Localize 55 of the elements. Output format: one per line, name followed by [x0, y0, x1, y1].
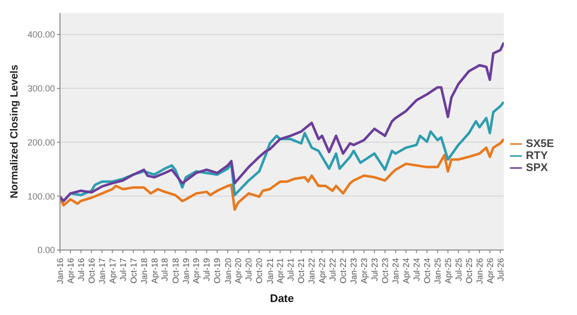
x-tick-label: Apr-18: [149, 258, 160, 284]
x-tick-label: Oct-20: [254, 258, 264, 284]
x-tick-label: Apr-19: [191, 258, 202, 284]
x-tick-label: Jul-22: [328, 258, 338, 282]
x-tick-label: Apr-26: [484, 258, 495, 284]
x-tick-label: Jan-22: [306, 258, 317, 284]
x-tick-label: Jul-18: [160, 258, 170, 282]
x-tick-label: Oct-19: [212, 258, 222, 284]
x-tick-label: Oct-23: [380, 258, 390, 284]
x-tick-label: Jan-21: [264, 258, 275, 284]
x-tick-label: Apr-21: [275, 258, 286, 284]
legend-label: SPX: [526, 162, 548, 174]
x-tick-label: Jul-24: [411, 258, 422, 282]
line-series: [60, 138, 504, 211]
legend-label: RTY: [526, 150, 548, 162]
x-tick-label: Jul-26: [495, 258, 506, 282]
y-tick-label: 100.00: [27, 191, 55, 202]
x-tick-label: Apr-20: [233, 258, 244, 284]
x-tick-label: Jul-16: [76, 258, 86, 282]
y-tick-label: 0.00: [37, 245, 55, 256]
y-tick-label: 400.00: [27, 30, 55, 40]
y-tick-label: 300.00: [27, 84, 55, 94]
line-series: [60, 41, 504, 202]
x-tick-label: Jan-19: [180, 258, 191, 284]
x-axis-title: Date: [270, 293, 294, 305]
x-tick-label: Jul-20: [244, 258, 254, 282]
x-tick-label: Apr-17: [107, 258, 118, 284]
x-tick-label: Jan-23: [348, 258, 359, 284]
x-tick-label: Jan-17: [97, 258, 108, 284]
y-axis-title: Normalized Closing Levels: [8, 64, 21, 198]
x-tick-label: Jan-26: [474, 258, 485, 284]
x-tick-label: Apr-24: [401, 258, 412, 284]
x-tick-label: Oct-18: [170, 258, 180, 284]
x-tick-label: Jul-19: [202, 258, 212, 282]
x-tick-label: Apr-16: [65, 258, 76, 284]
x-tick-label: Oct-24: [422, 258, 432, 284]
x-tick-label: Jul-17: [118, 258, 128, 282]
x-tick-label: Oct-25: [464, 258, 474, 284]
x-tick-label: Jul-21: [286, 258, 296, 282]
x-tick-label: Jan-25: [432, 258, 443, 284]
x-tick-label: Apr-23: [358, 258, 369, 284]
x-tick-label: Oct-16: [86, 258, 96, 284]
x-tick-label: Jan-24: [390, 258, 401, 284]
x-tick-label: Oct-17: [128, 258, 138, 284]
x-tick-label: Jan-20: [222, 258, 233, 284]
legend-label: SX5E: [526, 138, 554, 150]
x-tick-label: Apr-22: [317, 258, 328, 284]
y-tick-label: 200.00: [27, 137, 55, 148]
x-tick-label: Jul-25: [453, 258, 464, 282]
x-tick-label: Oct-22: [338, 258, 348, 284]
x-tick-label: Oct-21: [296, 258, 306, 284]
x-tick-label: Jul-23: [369, 258, 380, 282]
x-tick-label: Apr-25: [442, 258, 453, 284]
x-tick-label: Jan-18: [138, 258, 149, 284]
x-tick-label: Jan-16: [55, 258, 65, 284]
